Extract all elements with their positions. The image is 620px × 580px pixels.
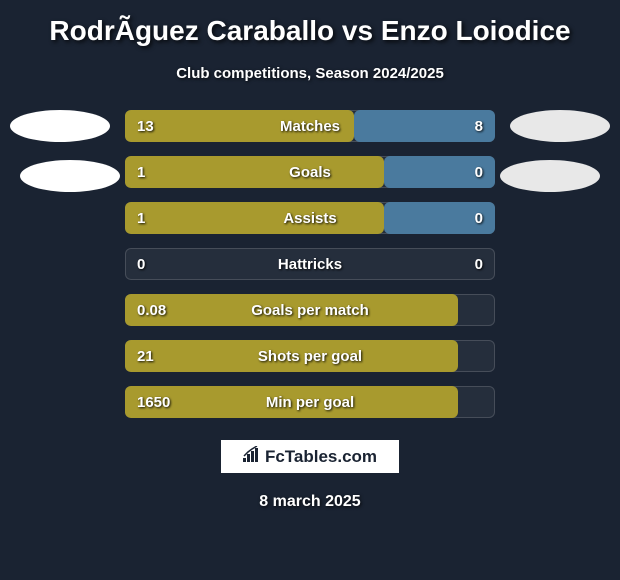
player2-value: 8	[475, 118, 483, 135]
stat-row: 0Hattricks0	[125, 248, 495, 280]
stat-row: 21Shots per goal	[125, 340, 495, 372]
player2-value: 0	[475, 256, 483, 273]
player1-photo-placeholder-2	[20, 160, 120, 192]
stat-label: Goals per match	[125, 302, 495, 319]
stat-label: Hattricks	[125, 256, 495, 273]
stat-row: 1650Min per goal	[125, 386, 495, 418]
player2-value: 0	[475, 210, 483, 227]
watermark-badge: FcTables.com	[219, 438, 401, 475]
stat-row: 1Goals0	[125, 156, 495, 188]
chart-icon	[243, 446, 261, 467]
stat-row: 0.08Goals per match	[125, 294, 495, 326]
player2-photo-placeholder-1	[510, 110, 610, 142]
stat-label: Goals	[125, 164, 495, 181]
player1-photo-placeholder-1	[10, 110, 110, 142]
date-text: 8 march 2025	[259, 493, 360, 511]
stat-label: Min per goal	[125, 394, 495, 411]
comparison-title: RodrÃ­guez Caraballo vs Enzo Loiodice	[49, 15, 570, 47]
stat-label: Shots per goal	[125, 348, 495, 365]
stat-row: 13Matches8	[125, 110, 495, 142]
stats-area: 13Matches81Goals01Assists00Hattricks00.0…	[125, 110, 495, 418]
comparison-subtitle: Club competitions, Season 2024/2025	[176, 65, 444, 82]
stat-label: Assists	[125, 210, 495, 227]
player2-value: 0	[475, 164, 483, 181]
player2-photo-placeholder-2	[500, 160, 600, 192]
stats-wrapper: 13Matches81Goals01Assists00Hattricks00.0…	[0, 110, 620, 418]
stat-row: 1Assists0	[125, 202, 495, 234]
watermark-text: FcTables.com	[265, 447, 377, 467]
stat-label: Matches	[125, 118, 495, 135]
